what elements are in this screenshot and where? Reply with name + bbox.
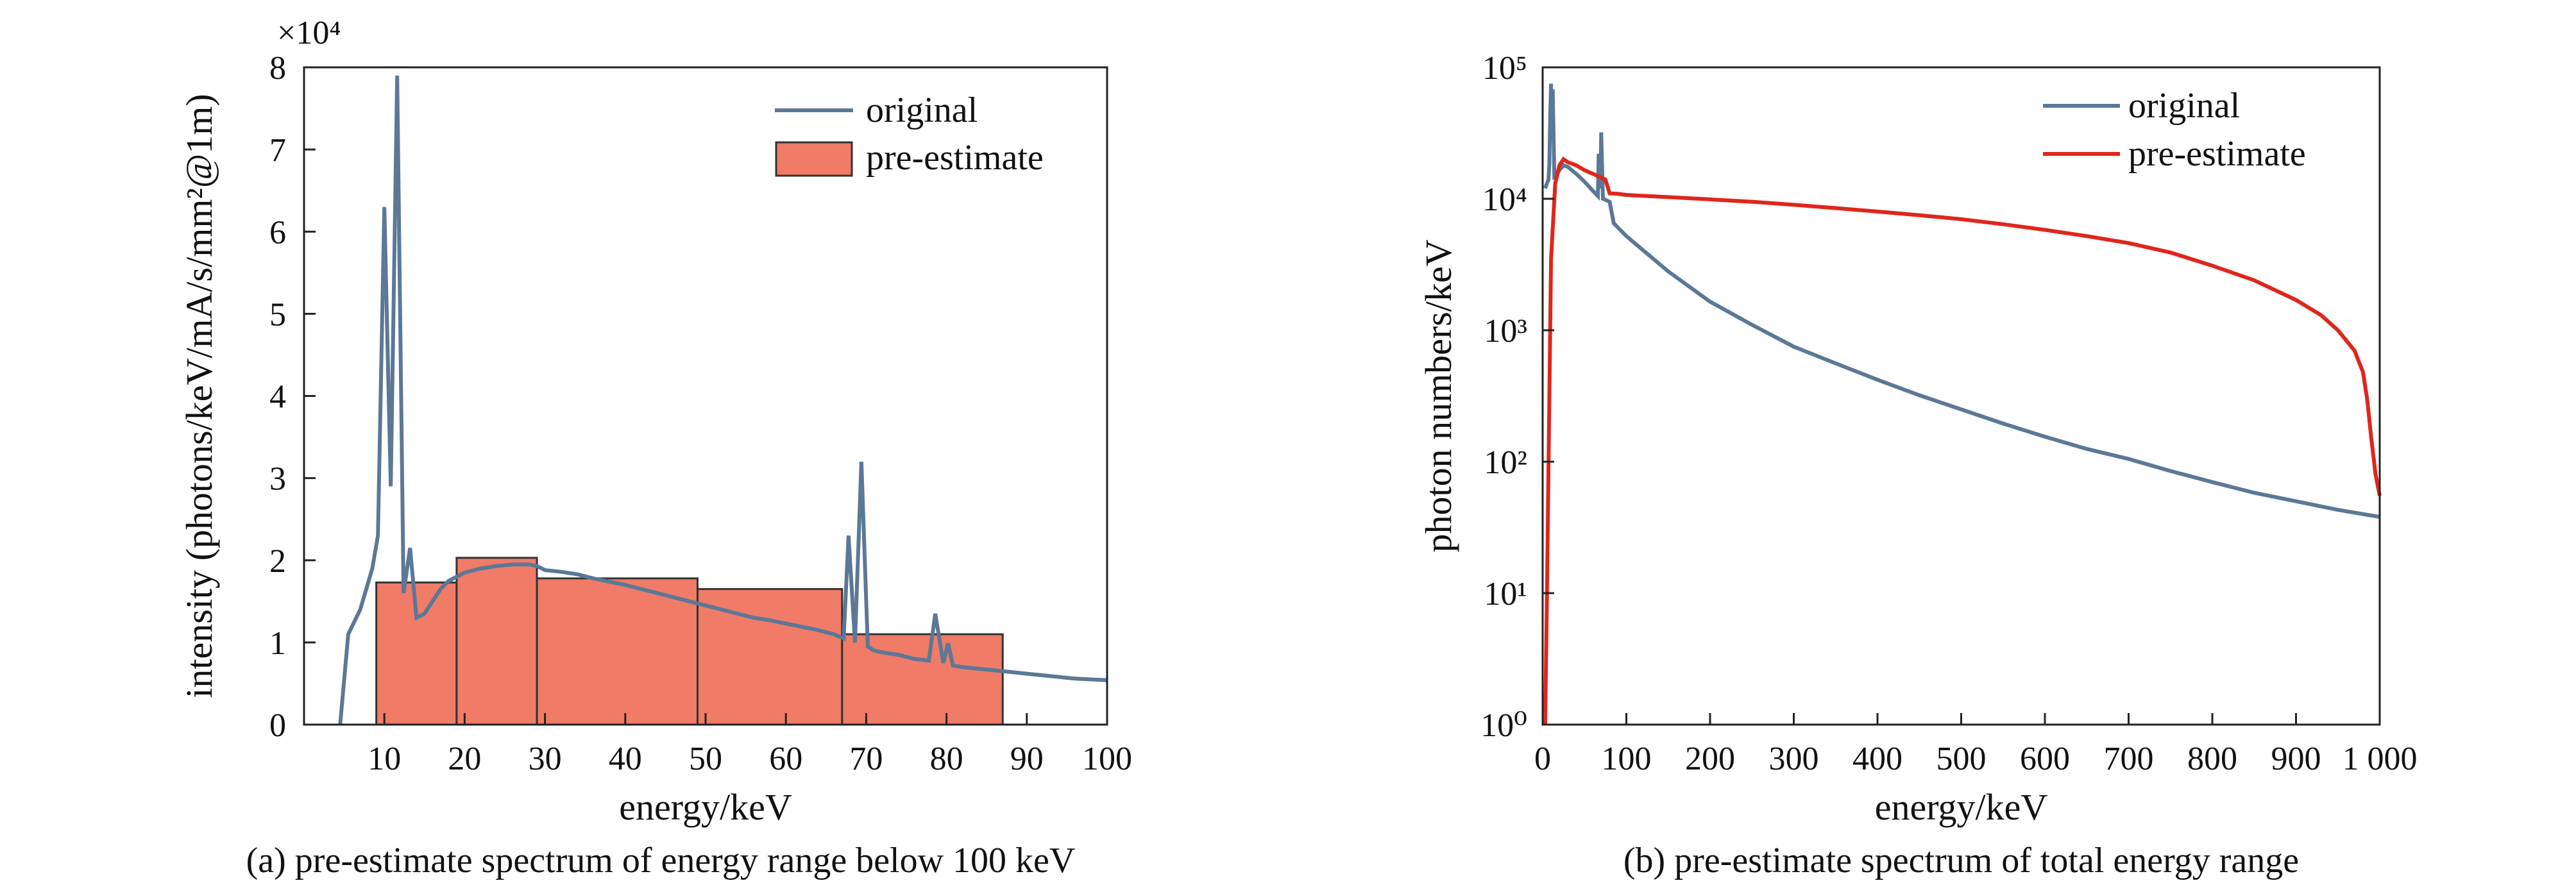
panel-b-x-tick-label: 100 <box>1602 741 1652 777</box>
panel-a-series-original <box>338 75 1108 725</box>
panel-a-bars <box>375 557 1004 726</box>
panel-a-x-ticks: 10 20 30 40 50 60 70 80 90 100 <box>368 713 1132 777</box>
panel-b-x-tick-label: 800 <box>2187 741 2237 777</box>
panel-a-y-tick-label: 8 <box>269 50 286 87</box>
panel-a-x-tick-label: 20 <box>448 741 481 777</box>
panel-b-x-tick-label: 600 <box>2020 741 2070 777</box>
panel-a-caption: (a) pre-estimate spectrum of energy rang… <box>246 841 1076 880</box>
panel-a-y-tick-label: 2 <box>269 543 286 580</box>
panel-b-y-tick-label: 10³ <box>1484 313 1527 349</box>
panel-a-chart: 10 20 30 40 50 60 70 80 90 100 0 1 2 3 4 5 6 7 8 ×10⁴ ene… <box>178 15 1132 880</box>
panel-a-x-tick-label: 90 <box>1010 741 1044 777</box>
panel-a-legend: original pre-estimate <box>775 90 1044 178</box>
panel-a-y-tick-label: 6 <box>269 214 286 251</box>
panel-a-x-tick-label: 80 <box>930 741 963 777</box>
panel-b-legend: original pre-estimate <box>2043 86 2306 174</box>
panel-b-y-tick-label: 10⁰ <box>1480 707 1527 744</box>
panel-a-y-ticks: 0 1 2 3 4 5 6 7 8 <box>269 50 316 744</box>
panel-b-y-ticks: 10⁰ 10¹ 10² 10³ 10⁴ 10⁵ <box>1480 50 1554 744</box>
panel-a-bar-3 <box>536 577 699 726</box>
panel-b-x-tick-label: 900 <box>2271 741 2321 777</box>
panel-a-y-axis-label: intensity (photons/keV/mA/s/mm²@1m) <box>178 94 220 698</box>
panel-b-chart: 0 100 200 300 400 500 600 700 800 900 1 000 10⁰ 10¹… <box>1418 50 2418 880</box>
panel-b-series-original <box>1543 83 2380 519</box>
panel-a-x-tick-label: 30 <box>529 741 562 777</box>
panel-b-x-tick-label: 700 <box>2104 741 2154 777</box>
panel-b-y-tick-label: 10² <box>1484 444 1527 481</box>
panel-b-y-axis-label: photon numbers/keV <box>1418 239 1459 552</box>
panel-b-x-ticks: 0 100 200 300 400 500 600 700 800 900 1 000 <box>1534 713 2418 777</box>
panel-a-y-tick-label: 4 <box>269 379 286 416</box>
panel-a-x-tick-label: 70 <box>849 741 883 777</box>
panel-b-x-tick-label: 200 <box>1685 741 1735 777</box>
panel-b-x-axis-label: energy/keV <box>1875 786 2048 828</box>
panel-b-legend-original-label: original <box>2128 86 2240 126</box>
panel-a-x-tick-label: 10 <box>368 741 401 777</box>
panel-a-y-tick-label: 5 <box>269 296 286 333</box>
panel-a-legend-pre-estimate-label: pre-estimate <box>866 138 1044 178</box>
panel-a-x-tick-label: 60 <box>769 741 802 777</box>
panel-a-y-tick-label: 7 <box>269 132 286 169</box>
panel-b-caption: (b) pre-estimate spectrum of total energ… <box>1623 841 2299 880</box>
panel-b-x-tick-label: 300 <box>1769 741 1819 777</box>
panel-b-x-tick-label: 500 <box>1936 741 1987 777</box>
panel-b-y-tick-label: 10¹ <box>1484 576 1527 612</box>
panel-a-y-tick-label: 0 <box>269 707 286 744</box>
panel-a-x-tick-label: 40 <box>609 741 642 777</box>
panel-b-y-tick-label: 10⁴ <box>1482 181 1527 218</box>
panel-a-y-tick-label: 3 <box>269 461 286 498</box>
panel-a-x-tick-label: 50 <box>689 741 722 777</box>
panel-a-exponent-label: ×10⁴ <box>277 15 341 51</box>
panel-a-bar-4 <box>696 588 843 726</box>
panel-a-y-tick-label: 1 <box>269 625 286 662</box>
panel-b-legend-pre-estimate-label: pre-estimate <box>2128 134 2306 174</box>
panel-b-x-tick-label: 1 000 <box>2343 741 2418 777</box>
panel-b-y-tick-label: 10⁵ <box>1482 50 1527 87</box>
panel-a-legend-pre-estimate-swatch <box>775 141 853 177</box>
panel-a-x-tick-label: 100 <box>1082 741 1132 777</box>
panel-a-bar-2 <box>455 557 538 726</box>
panel-b-series-pre-estimate <box>1543 156 2382 725</box>
panel-a-x-axis-label: energy/keV <box>619 786 792 828</box>
panel-b-x-tick-label: 0 <box>1534 741 1551 777</box>
panel-b-x-tick-label: 400 <box>1852 741 1902 777</box>
panel-a-legend-original-label: original <box>866 90 978 130</box>
